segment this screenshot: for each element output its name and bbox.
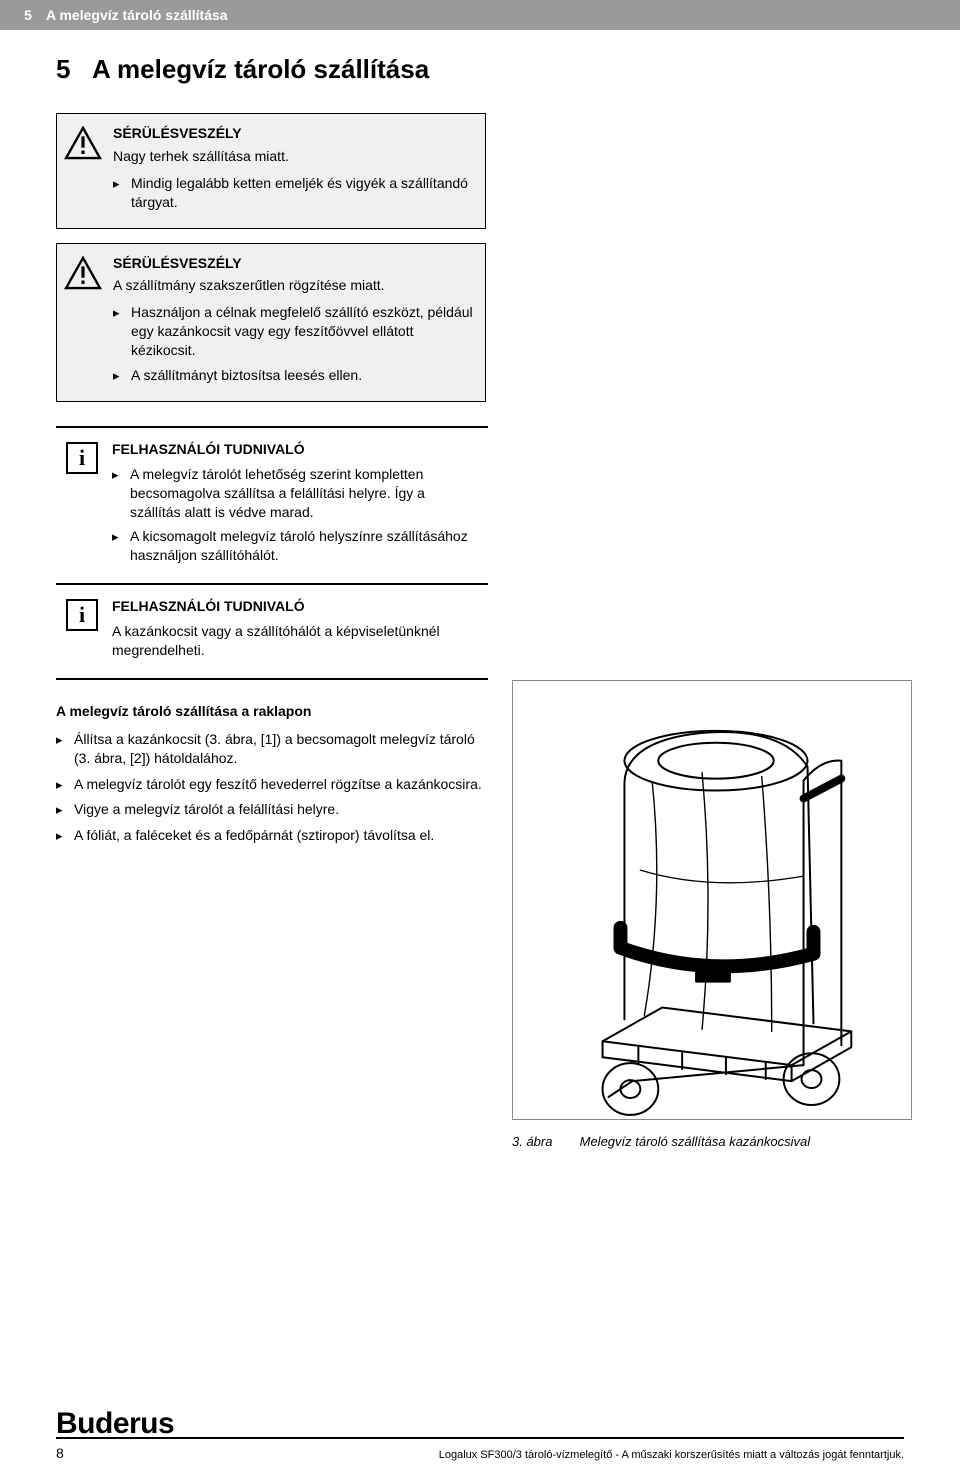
- column-left: A melegvíz tároló szállítása a raklapon …: [56, 680, 488, 1149]
- page-header: 5 A melegvíz tároló szállítása: [0, 0, 960, 30]
- section-title: 5A melegvíz tároló szállítása: [56, 54, 904, 85]
- figure-label: 3. ábra: [512, 1134, 576, 1149]
- warning-subtext: A szállítmány szakszerűtlen rögzítése mi…: [113, 276, 473, 295]
- warning-box: SÉRÜLÉSVESZÉLY Nagy terhek szállítása mi…: [56, 113, 486, 229]
- info-icon: i: [66, 442, 98, 474]
- two-column-row: A melegvíz tároló szállítása a raklapon …: [56, 680, 904, 1149]
- warning-subtext: Nagy terhek szállítása miatt.: [113, 147, 473, 166]
- subsection-list-item: A melegvíz tárolót egy feszítő hevederre…: [56, 775, 488, 795]
- figure-frame: [512, 680, 912, 1120]
- warning-heading: SÉRÜLÉSVESZÉLY: [113, 254, 473, 273]
- footer-line: Logalux SF300/3 tároló-vízmelegítő - A m…: [439, 1449, 904, 1461]
- warning-icon-cell: [57, 244, 109, 401]
- info-text: A kazánkocsit vagy a szállítóhálót a kép…: [112, 622, 476, 660]
- info-list: A melegvíz tárolót lehetőség szerint kom…: [112, 465, 476, 565]
- subsection-list: Állítsa a kazánkocsit (3. ábra, [1]) a b…: [56, 730, 488, 846]
- warning-body: SÉRÜLÉSVESZÉLY Nagy terhek szállítása mi…: [109, 114, 485, 228]
- info-list-item: A kicsomagolt melegvíz tároló helyszínre…: [112, 527, 476, 565]
- figure-caption-text: Melegvíz tároló szállítása kazánkocsival: [580, 1134, 811, 1149]
- warning-list-item: Használjon a célnak megfelelő szállító e…: [113, 303, 473, 360]
- warning-list-item: A szállítmányt biztosítsa leesés ellen.: [113, 366, 473, 385]
- subsection-list-item: Vigye a melegvíz tárolót a felállítási h…: [56, 800, 488, 820]
- warning-list: Mindig legalább ketten emeljék és vigyék…: [113, 174, 473, 212]
- warning-icon-cell: [57, 114, 109, 228]
- warning-body: SÉRÜLÉSVESZÉLY A szállítmány szakszerűtl…: [109, 244, 485, 401]
- info-list-item: A melegvíz tárolót lehetőség szerint kom…: [112, 465, 476, 522]
- info-body: FELHASZNÁLÓI TUDNIVALÓ A kazánkocsit vag…: [108, 595, 488, 672]
- info-heading: FELHASZNÁLÓI TUDNIVALÓ: [112, 440, 476, 459]
- subsection-list-item: Állítsa a kazánkocsit (3. ábra, [1]) a b…: [56, 730, 488, 769]
- warning-triangle-icon: [64, 126, 102, 160]
- footer-rule: [56, 1437, 904, 1439]
- warning-list-item: Mindig legalább ketten emeljék és vigyék…: [113, 174, 473, 212]
- info-icon: i: [66, 599, 98, 631]
- page-footer: Buderus 8 Logalux SF300/3 tároló-vízmele…: [0, 1407, 960, 1461]
- figure-caption: 3. ábra Melegvíz tároló szállítása kazán…: [512, 1134, 912, 1149]
- warning-heading: SÉRÜLÉSVESZÉLY: [113, 124, 473, 143]
- section-title-text: A melegvíz tároló szállítása: [92, 54, 429, 84]
- subsection: A melegvíz tároló szállítása a raklapon …: [56, 702, 488, 846]
- info-heading: FELHASZNÁLÓI TUDNIVALÓ: [112, 597, 476, 616]
- footer-row: 8 Logalux SF300/3 tároló-vízmelegítő - A…: [56, 1443, 904, 1461]
- header-number: 5: [10, 7, 46, 23]
- info-body: FELHASZNÁLÓI TUDNIVALÓ A melegvíz tároló…: [108, 438, 488, 577]
- column-right: 3. ábra Melegvíz tároló szállítása kazán…: [512, 680, 912, 1149]
- warning-triangle-icon: [64, 256, 102, 290]
- tank-cart-illustration: [513, 680, 911, 1120]
- warning-box: SÉRÜLÉSVESZÉLY A szállítmány szakszerűtl…: [56, 243, 486, 402]
- info-block: i FELHASZNÁLÓI TUDNIVALÓ A kazánkocsit v…: [56, 585, 488, 680]
- section-number: 5: [56, 54, 92, 85]
- subsection-list-item: A fóliát, a faléceket és a fedőpárnát (s…: [56, 826, 488, 846]
- warning-list: Használjon a célnak megfelelő szállító e…: [113, 303, 473, 385]
- info-icon-cell: i: [56, 595, 108, 672]
- brand-logo: Buderus: [56, 1407, 904, 1441]
- header-title: A melegvíz tároló szállítása: [46, 7, 228, 23]
- info-icon-cell: i: [56, 438, 108, 577]
- subsection-title: A melegvíz tároló szállítása a raklapon: [56, 702, 488, 722]
- info-block: i FELHASZNÁLÓI TUDNIVALÓ A melegvíz táro…: [56, 426, 488, 585]
- page-content: 5A melegvíz tároló szállítása SÉRÜLÉSVES…: [0, 30, 960, 1149]
- page-number: 8: [56, 1445, 64, 1461]
